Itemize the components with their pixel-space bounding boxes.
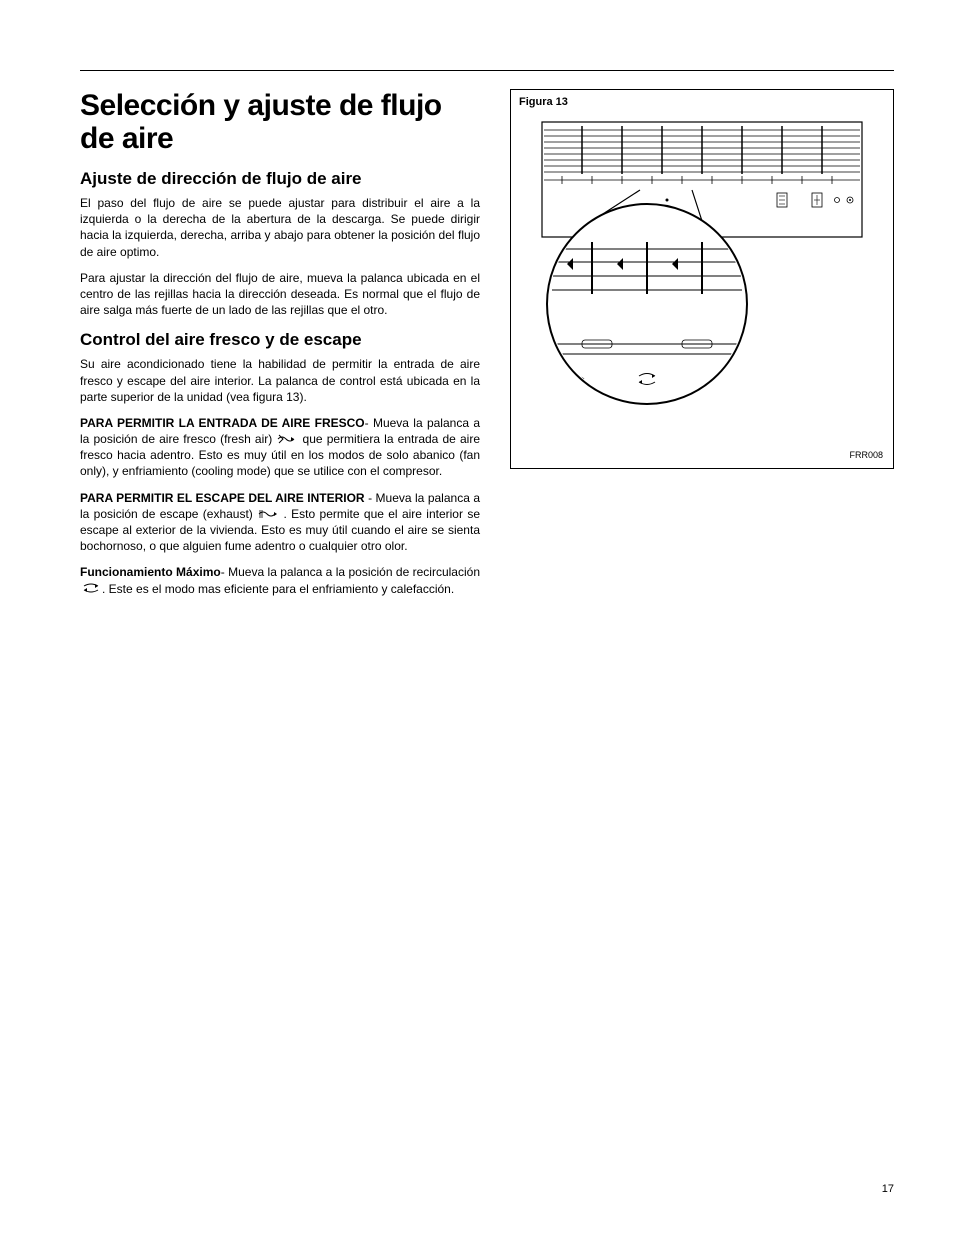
figure-label: Figura 13 [519,96,885,108]
paragraph-text: - Mueva la palanca a la posición de reci… [221,565,480,579]
recirc-icon [80,582,102,594]
unit-diagram [519,114,885,444]
body-paragraph: Funcionamiento Máximo- Mueva la palanca … [80,564,480,596]
section-heading: Control del aire fresco y de escape [80,330,480,350]
fresh-air-icon [276,433,298,445]
body-paragraph: PARA PERMITIR EL ESCAPE DEL AIRE INTERIO… [80,490,480,555]
paragraph-lead: PARA PERMITIR EL ESCAPE DEL AIRE INTERIO… [80,491,365,505]
right-column: Figura 13 [510,89,894,607]
page-title: Selección y ajuste de flujo de aire [80,89,480,155]
body-paragraph: El paso del flujo de aire se puede ajust… [80,195,480,260]
page: Selección y ajuste de flujo de aire Ajus… [0,0,954,1235]
body-paragraph: PARA PERMITIR LA ENTRADA DE AIRE FRESCO-… [80,415,480,480]
figure-box: Figura 13 [510,89,894,469]
body-paragraph: Su aire acondicionado tiene la habilidad… [80,356,480,405]
exhaust-icon [257,508,279,520]
left-column: Selección y ajuste de flujo de aire Ajus… [80,89,480,607]
section-heading: Ajuste de dirección de flujo de aire [80,169,480,189]
top-rule [80,70,894,71]
paragraph-text: . Este es el modo mas eficiente para el … [102,582,454,596]
body-paragraph: Para ajustar la dirección del flujo de a… [80,270,480,319]
figure-code: FRR008 [849,450,883,460]
paragraph-lead: PARA PERMITIR LA ENTRADA DE AIRE FRESCO [80,416,365,430]
page-number: 17 [882,1183,894,1195]
paragraph-lead: Funcionamiento Máximo [80,565,221,579]
content-columns: Selección y ajuste de flujo de aire Ajus… [80,89,894,607]
